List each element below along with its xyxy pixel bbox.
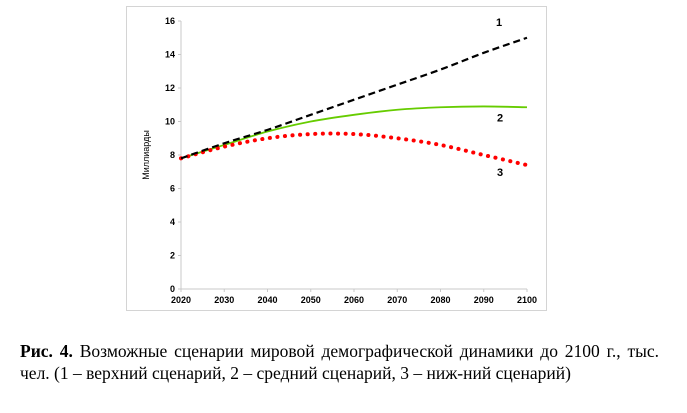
series-line-1 (180, 36, 528, 160)
y-axis-label: Миллиарды (141, 130, 151, 180)
chart-series (179, 36, 529, 168)
x-tick-label: 2040 (257, 295, 277, 305)
series-labels: 1 2 3 (496, 17, 503, 179)
y-tick-label: 10 (165, 117, 175, 127)
x-tick-label: 2020 (171, 295, 191, 305)
line-chart: 2020 2030 2040 2050 2060 2070 2080 2090 2100 0 2 4 6… (141, 16, 537, 305)
y-tick-label: 4 (170, 217, 175, 227)
chart-frame: 2020 2030 2040 2050 2060 2070 2080 2090 2100 0 2 4 6… (126, 6, 547, 311)
x-tick-label: 2080 (430, 295, 450, 305)
caption-text: Возможные сценарии мировой демографическ… (20, 341, 659, 383)
y-tick-label: 14 (165, 50, 175, 60)
y-tick-label: 16 (165, 16, 175, 26)
chart-axes (180, 21, 527, 290)
series-line-3 (179, 131, 529, 168)
series-line-2 (180, 105, 528, 160)
y-tick-label: 8 (170, 150, 175, 160)
series-label-1: 1 (496, 17, 502, 29)
x-tick-label: 2070 (387, 295, 407, 305)
caption-label: Рис. 4. (20, 341, 73, 361)
figure-caption: Рис. 4. Возможные сценарии мировой демог… (20, 340, 659, 384)
series-label-2: 2 (497, 112, 503, 124)
y-tick-label: 12 (165, 83, 175, 93)
x-tick-label: 2100 (517, 295, 537, 305)
tick-labels: 2020 2030 2040 2050 2060 2070 2080 2090 2100 0 2 4 6… (165, 16, 537, 305)
x-tick-label: 2060 (344, 295, 364, 305)
y-tick-label: 2 (170, 251, 175, 261)
x-tick-label: 2050 (301, 295, 321, 305)
y-tick-label: 0 (170, 284, 175, 294)
series-label-3: 3 (497, 167, 503, 179)
y-tick-label: 6 (170, 184, 175, 194)
x-tick-label: 2030 (214, 295, 234, 305)
x-tick-label: 2090 (474, 295, 494, 305)
